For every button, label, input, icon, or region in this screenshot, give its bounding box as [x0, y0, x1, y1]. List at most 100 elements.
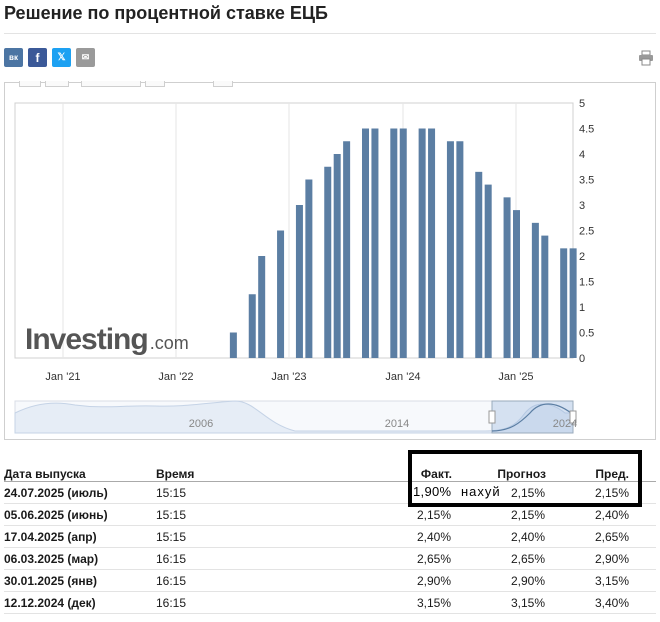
cell-actual: 2,65%: [416, 551, 451, 566]
events-table: Дата выпуска Время Факт. Прогноз Пред. 2…: [4, 456, 656, 614]
logo-wordmark: Investing: [25, 323, 149, 356]
header-date[interactable]: Дата выпуска: [4, 467, 86, 481]
chart-range-tab[interactable]: [45, 81, 69, 87]
bar-chart: Jan '21 Jan '22 Jan '23 Jan '24 Jan '25 0 0.5 1…: [14, 98, 594, 434]
header-actual[interactable]: Факт.: [420, 467, 452, 481]
cell-previous: 3,40%: [594, 595, 629, 610]
chart-range-tab[interactable]: [213, 81, 233, 87]
cell-previous: 2,40%: [594, 507, 629, 522]
table-row: 24.07.2025 (июль) 15:15 2,15% 2,15%: [4, 482, 656, 504]
table-row: 30.01.2025 (янв) 16:15 2,90% 2,90% 3,15%: [4, 570, 656, 592]
cell-actual: 2,40%: [416, 529, 451, 544]
chart-range-tab[interactable]: [19, 81, 41, 87]
y-tick-label: 0: [579, 353, 585, 365]
chart-container: Jan '21 Jan '22 Jan '23 Jan '24 Jan '25 0 0.5 1…: [4, 81, 656, 440]
table-row: 06.03.2025 (мар) 16:15 2,65% 2,65% 2,90%: [4, 548, 656, 570]
cell-previous: 3,15%: [594, 573, 629, 588]
y-tick-label: 5: [579, 98, 585, 110]
bar: [484, 184, 492, 358]
navigator-label: 2006: [189, 418, 213, 430]
vk-icon[interactable]: вк: [4, 48, 23, 67]
bar: [362, 128, 369, 358]
cell-previous: 2,65%: [594, 529, 629, 544]
x-tick-label: Jan '25: [498, 371, 533, 383]
facebook-icon[interactable]: f: [28, 48, 47, 67]
bar: [295, 205, 303, 358]
table-row: 12.12.2024 (дек) 16:15 3,15% 3,15% 3,40%: [4, 592, 656, 614]
y-tick-label: 0.5: [579, 328, 594, 340]
annotation-note: нахуй: [461, 484, 501, 499]
bar: [541, 235, 549, 358]
cell-forecast: 2,65%: [510, 551, 545, 566]
bar: [229, 332, 237, 358]
cell-date: 30.01.2025 (янв): [4, 573, 98, 588]
bar: [531, 222, 539, 358]
page-title: Решение по процентной ставке ЕЦБ: [4, 3, 328, 23]
y-tick-label: 2: [579, 251, 585, 263]
cell-previous: 2,15%: [594, 485, 629, 500]
cell-time: 15:15: [156, 529, 187, 544]
title-divider: [4, 33, 656, 34]
cell-time: 15:15: [156, 485, 187, 500]
navigator-label: 2024: [553, 418, 577, 430]
bar: [248, 294, 256, 358]
cell-forecast: 2,15%: [510, 507, 545, 522]
share-bar: вк f 𝕏 ✉: [4, 48, 95, 67]
y-tick-label: 1: [579, 302, 585, 314]
investing-logo: Investing .com: [25, 323, 189, 357]
cell-actual: 2,90%: [416, 573, 451, 588]
cell-date: 12.12.2024 (дек): [4, 595, 96, 610]
bar: [390, 128, 398, 358]
navigator-handle-right: [569, 410, 577, 424]
mail-icon[interactable]: ✉: [76, 48, 95, 67]
cell-time: 16:15: [156, 573, 187, 588]
cell-date: 06.03.2025 (мар): [4, 551, 99, 566]
x-tick-label: Jan '21: [45, 371, 80, 383]
bar: [371, 128, 379, 358]
header-previous[interactable]: Пред.: [595, 467, 629, 481]
x-tick-label: Jan '22: [158, 371, 193, 383]
navigator-line: [491, 403, 572, 432]
cell-forecast: 2,15%: [510, 485, 545, 500]
bar: [324, 166, 332, 358]
y-tick-label: 1.5: [579, 277, 594, 289]
cell-time: 15:15: [156, 507, 187, 522]
bar: [446, 141, 454, 358]
bar: [333, 154, 341, 358]
bar: [277, 230, 285, 358]
table-row: 17.04.2025 (апр) 15:15 2,40% 2,40% 2,65%: [4, 526, 656, 548]
cell-forecast: 2,90%: [510, 573, 545, 588]
header-forecast[interactable]: Прогноз: [497, 467, 546, 481]
bar: [513, 210, 520, 358]
bar: [305, 179, 313, 358]
cell-forecast: 2,40%: [510, 529, 545, 544]
cell-forecast: 3,15%: [510, 595, 545, 610]
cell-date: 24.07.2025 (июль): [4, 485, 108, 500]
cell-actual: 3,15%: [416, 595, 451, 610]
y-tick-label: 4.5: [579, 124, 594, 136]
bar: [399, 128, 407, 358]
navigator-area: [14, 400, 574, 434]
bar: [456, 141, 464, 358]
chart-range-tab[interactable]: [145, 81, 165, 87]
x-tick-label: Jan '24: [385, 371, 420, 383]
cell-actual: 2,15%: [416, 507, 451, 522]
navigator-label: 2014: [385, 418, 409, 430]
bar: [475, 171, 483, 358]
x-tick-label: Jan '23: [271, 371, 306, 383]
bar: [503, 197, 511, 358]
x-icon[interactable]: 𝕏: [52, 48, 71, 67]
y-tick-label: 3.5: [579, 175, 594, 187]
print-icon[interactable]: [638, 50, 654, 66]
cell-time: 16:15: [156, 595, 187, 610]
cell-previous: 2,90%: [594, 551, 629, 566]
logo-suffix: .com: [149, 333, 189, 353]
chart-range-tab[interactable]: [81, 81, 141, 87]
cell-date: 05.06.2025 (июнь): [4, 507, 108, 522]
header-time[interactable]: Время: [156, 467, 195, 481]
annotation-value: 1,90%: [413, 484, 452, 499]
cell-date: 17.04.2025 (апр): [4, 529, 97, 544]
bar: [418, 128, 426, 358]
table-row: 05.06.2025 (июнь) 15:15 2,15% 2,15% 2,40…: [4, 504, 656, 526]
cell-time: 16:15: [156, 551, 187, 566]
